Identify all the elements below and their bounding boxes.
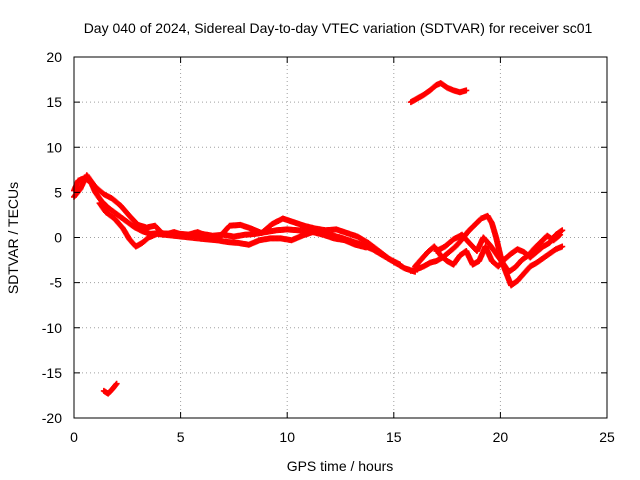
x-tick-label: 25 [599, 429, 615, 445]
data-points [71, 80, 566, 397]
series-isolated-upper-segment [407, 80, 470, 106]
y-tick-label: 10 [46, 139, 62, 155]
y-tick-label: -20 [42, 410, 62, 426]
y-tick-label: 15 [46, 94, 62, 110]
x-tick-label: 10 [279, 429, 295, 445]
x-tick-label: 0 [70, 429, 78, 445]
axis-ticks: 0 5 10 15 20 25 -20 -15 -10 -5 0 5 10 15 20 [42, 49, 615, 445]
x-tick-label: 5 [177, 429, 185, 445]
series-main-trace-c [96, 200, 370, 251]
x-axis-label: GPS time / hours [287, 458, 394, 474]
x-tick-label: 15 [386, 429, 402, 445]
series-main-trace-b [71, 172, 404, 268]
y-tick-label: 20 [46, 49, 62, 65]
y-axis-label: SDTVAR / TECUs [5, 182, 21, 294]
y-tick-label: 0 [54, 230, 62, 246]
chart-title: Day 040 of 2024, Sidereal Day-to-day VTE… [84, 20, 593, 36]
series-noisy-trace-c [433, 231, 564, 275]
data-point [113, 380, 120, 387]
data-point [397, 261, 404, 268]
data-point [363, 244, 370, 251]
series-noisy-trace-b [412, 227, 566, 270]
data-point [556, 232, 563, 239]
data-point [559, 227, 566, 234]
series-isolated-lower-segment [100, 380, 120, 397]
data-point [559, 243, 566, 250]
y-tick-label: 5 [54, 184, 62, 200]
y-tick-label: -10 [42, 320, 62, 336]
x-tick-label: 20 [493, 429, 509, 445]
data-point [557, 231, 564, 238]
data-point [112, 381, 119, 388]
y-tick-label: -5 [50, 275, 63, 291]
y-tick-label: -15 [42, 365, 62, 381]
data-point [463, 87, 470, 94]
